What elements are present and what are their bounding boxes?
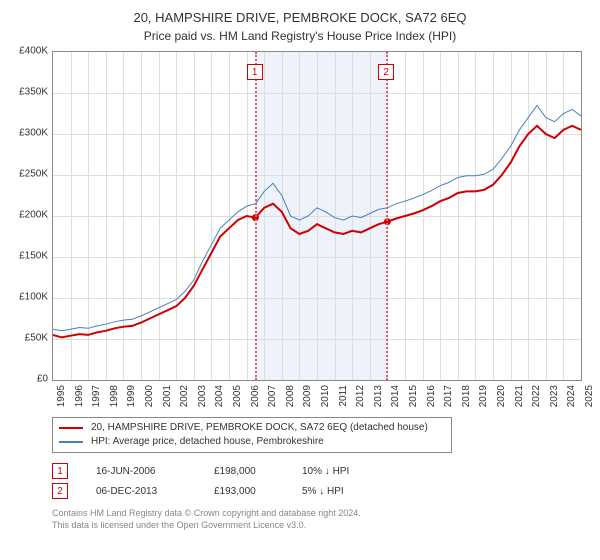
- x-tick-label: 2021: [514, 385, 525, 407]
- x-tick-label: 2013: [373, 385, 384, 407]
- x-tick-label: 1998: [109, 385, 120, 407]
- legend-row: 20, HAMPSHIRE DRIVE, PEMBROKE DOCK, SA72…: [59, 421, 445, 435]
- series-property: [53, 126, 581, 338]
- line-series: [53, 52, 581, 380]
- x-tick-label: 2022: [531, 385, 542, 407]
- x-tick-label: 2002: [179, 385, 190, 407]
- marker-table: 1 16-JUN-2006 £198,000 10% ↓ HPI 2 06-DEC-201…: [52, 461, 588, 501]
- x-tick-label: 2005: [232, 385, 243, 407]
- x-tick-label: 1996: [74, 385, 85, 407]
- plot-area: 12: [52, 51, 582, 381]
- chart-subtitle: Price paid vs. HM Land Registry's House …: [12, 29, 588, 43]
- legend-swatch: [59, 441, 83, 443]
- x-tick-label: 1997: [91, 385, 102, 407]
- chart-container: 20, HAMPSHIRE DRIVE, PEMBROKE DOCK, SA72…: [0, 0, 600, 560]
- x-tick-label: 2024: [566, 385, 577, 407]
- marker-row: 2 06-DEC-2013 £193,000 5% ↓ HPI: [52, 481, 588, 501]
- x-tick-label: 2001: [162, 385, 173, 407]
- marker-id: 1: [52, 463, 68, 479]
- credit-line: This data is licensed under the Open Gov…: [52, 519, 588, 531]
- y-tick-label: £200K: [12, 210, 48, 221]
- chart-title: 20, HAMPSHIRE DRIVE, PEMBROKE DOCK, SA72…: [12, 10, 588, 25]
- x-tick-label: 2007: [267, 385, 278, 407]
- credit-line: Contains HM Land Registry data © Crown c…: [52, 507, 588, 519]
- legend-label: HPI: Average price, detached house, Pemb…: [91, 435, 324, 449]
- x-tick-label: 2014: [390, 385, 401, 407]
- y-tick-label: £150K: [12, 251, 48, 262]
- marker-price: £198,000: [214, 466, 274, 477]
- legend-swatch: [59, 427, 83, 429]
- marker-delta: 5% ↓ HPI: [302, 486, 372, 497]
- legend-row: HPI: Average price, detached house, Pemb…: [59, 435, 445, 449]
- x-tick-label: 2016: [426, 385, 437, 407]
- marker-line: [255, 52, 257, 380]
- legend-label: 20, HAMPSHIRE DRIVE, PEMBROKE DOCK, SA72…: [91, 421, 428, 435]
- x-tick-label: 2006: [250, 385, 261, 407]
- x-tick-label: 2011: [338, 385, 349, 407]
- x-tick-label: 2019: [478, 385, 489, 407]
- credit: Contains HM Land Registry data © Crown c…: [52, 507, 588, 531]
- marker-row: 1 16-JUN-2006 £198,000 10% ↓ HPI: [52, 461, 588, 481]
- x-tick-label: 2025: [584, 385, 595, 407]
- x-tick-label: 1995: [56, 385, 67, 407]
- y-tick-label: £400K: [12, 46, 48, 57]
- x-tick-label: 2000: [144, 385, 155, 407]
- x-tick-label: 2017: [443, 385, 454, 407]
- x-tick-label: 2012: [355, 385, 366, 407]
- marker-date: 06-DEC-2013: [96, 486, 186, 497]
- x-tick-label: 2003: [197, 385, 208, 407]
- chart-box: £0£50K£100K£150K£200K£250K£300K£350K£400…: [12, 51, 588, 409]
- y-tick-label: £0: [12, 374, 48, 385]
- y-tick-label: £350K: [12, 87, 48, 98]
- x-tick-label: 2020: [496, 385, 507, 407]
- y-tick-label: £50K: [12, 333, 48, 344]
- marker-id: 2: [52, 483, 68, 499]
- marker-delta: 10% ↓ HPI: [302, 466, 372, 477]
- x-tick-label: 1999: [126, 385, 137, 407]
- marker-date: 16-JUN-2006: [96, 466, 186, 477]
- series-hpi: [53, 105, 581, 330]
- marker-line: [386, 52, 388, 380]
- x-tick-label: 2008: [285, 385, 296, 407]
- legend: 20, HAMPSHIRE DRIVE, PEMBROKE DOCK, SA72…: [52, 417, 452, 453]
- y-tick-label: £250K: [12, 169, 48, 180]
- y-tick-label: £100K: [12, 292, 48, 303]
- x-tick-label: 2015: [408, 385, 419, 407]
- marker-pin: 2: [378, 64, 394, 80]
- marker-pin: 1: [247, 64, 263, 80]
- x-tick-label: 2004: [214, 385, 225, 407]
- x-tick-label: 2010: [320, 385, 331, 407]
- x-tick-label: 2018: [461, 385, 472, 407]
- y-tick-label: £300K: [12, 128, 48, 139]
- x-tick-label: 2023: [549, 385, 560, 407]
- marker-price: £193,000: [214, 486, 274, 497]
- x-tick-label: 2009: [302, 385, 313, 407]
